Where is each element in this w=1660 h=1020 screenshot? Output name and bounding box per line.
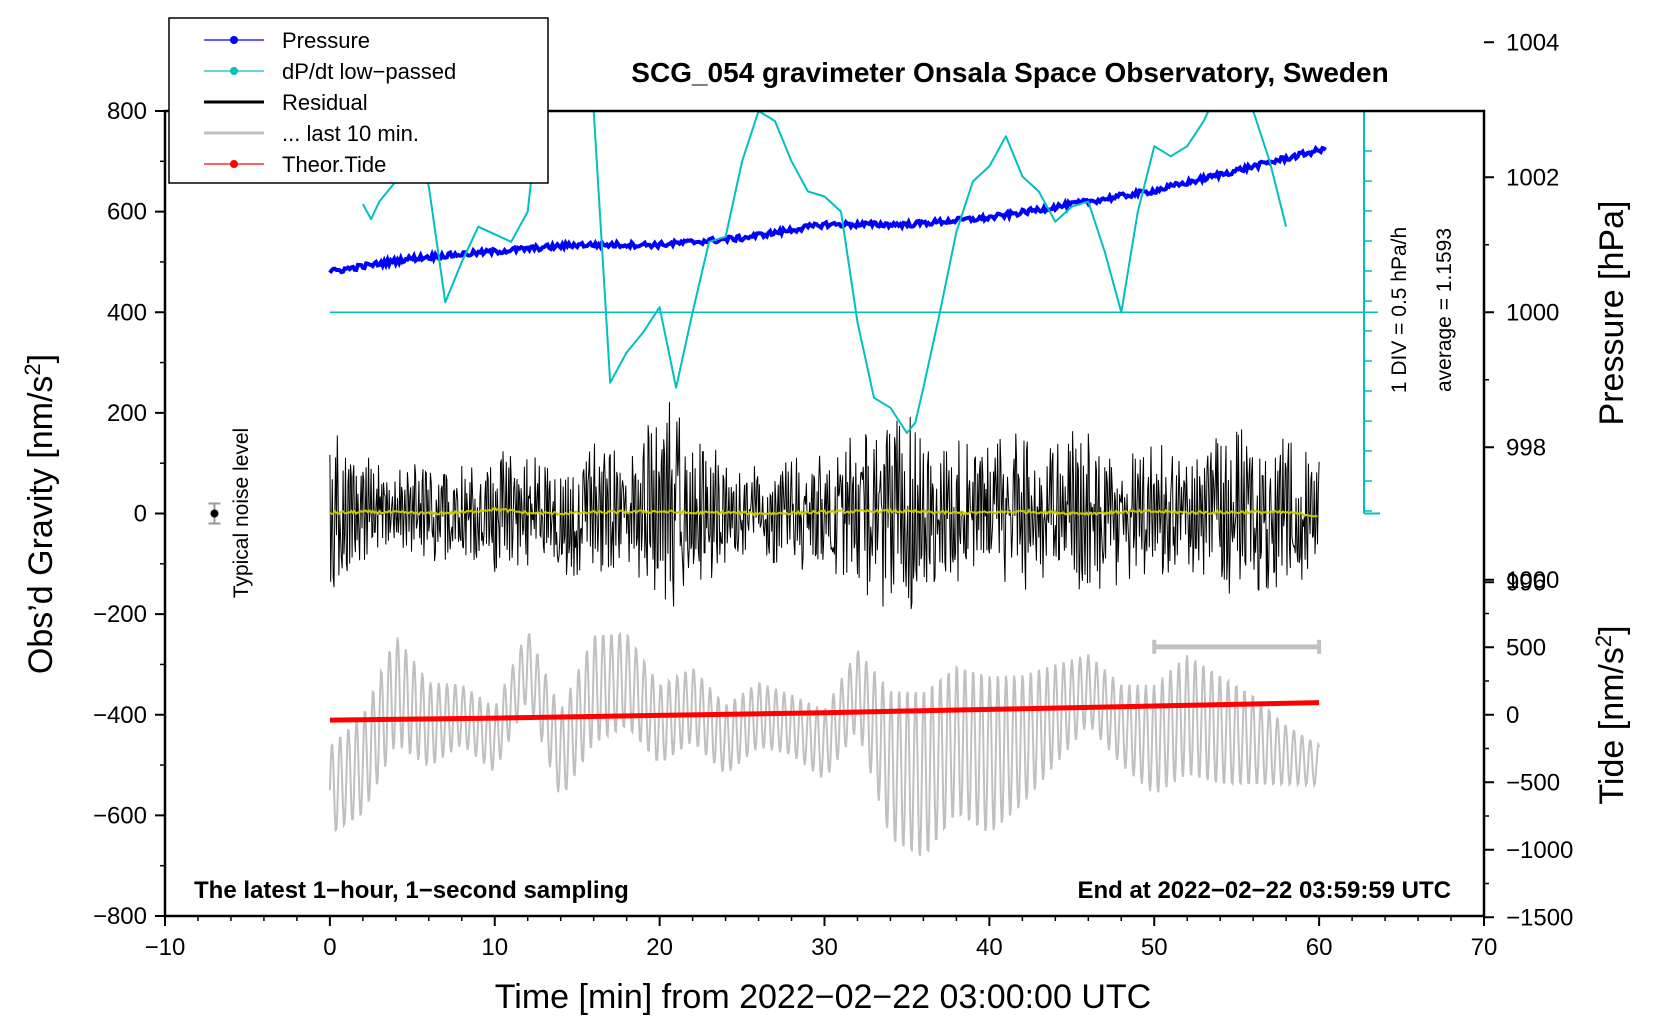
x-tick-label: 0: [323, 934, 336, 961]
x-tick-label: 50: [1141, 934, 1168, 961]
x-tick-label: 70: [1471, 934, 1498, 961]
tide-tick-label: 500: [1506, 634, 1546, 661]
noise-level-marker: [208, 502, 221, 525]
pressure-tick-label: 996: [1506, 569, 1546, 596]
residual-line: [329, 402, 1320, 610]
x-tick-label: 30: [811, 934, 838, 961]
pressure-tick-label: 1002: [1506, 164, 1559, 191]
dpdt-series: [362, 111, 1288, 434]
last-10-min-series: [328, 631, 1321, 857]
y-tick-label: 600: [107, 199, 147, 226]
pressure-line: [328, 144, 1327, 275]
x-tick-label: 40: [976, 934, 1003, 961]
legend-item: ... last 10 min.: [204, 121, 419, 146]
pressure-tick-label: 998: [1506, 434, 1546, 461]
residual-mean-line: [329, 506, 1318, 518]
pressure-tick-label: 1000: [1506, 299, 1559, 326]
dpdt-average-label: average = 1.1593: [1433, 228, 1456, 392]
pressure-series: [328, 144, 1327, 275]
legend-marker: [230, 160, 238, 168]
legend-item: Residual: [204, 90, 368, 115]
x-tick-label: 60: [1306, 934, 1333, 961]
pressure-tick-label: 1004: [1506, 29, 1559, 56]
legend-label: Pressure: [282, 28, 370, 53]
legend-marker: [230, 36, 238, 44]
theor-tide-line: [329, 700, 1320, 723]
bottom-left-note: The latest 1−hour, 1−second sampling: [194, 877, 629, 904]
tide-tick-label: −1500: [1506, 904, 1573, 931]
residual-series: [329, 402, 1320, 610]
legend-label: Residual: [282, 90, 368, 115]
x-axis: −10 0 10 20 30 40 50 60 70: [145, 916, 1498, 961]
y-tick-label: 400: [107, 299, 147, 326]
y-axis-tide: 1000 500 0 −500 −1000 −1500: [1484, 567, 1573, 931]
x-axis-title: Time [min] from 2022−02−22 03:00:00 UTC: [495, 978, 1151, 1016]
tide-tick-label: 0: [1506, 702, 1519, 729]
last-10-min-bar: [1152, 639, 1322, 654]
y-axis-pressure: 1004 1002 1000 998 996: [1484, 29, 1559, 596]
legend-label: ... last 10 min.: [282, 121, 419, 146]
bottom-right-note: End at 2022−02−22 03:59:59 UTC: [1077, 877, 1451, 904]
legend-label: Theor.Tide: [282, 152, 386, 177]
tide-tick-label: −500: [1506, 769, 1560, 796]
legend-item: Theor.Tide: [204, 152, 386, 177]
y-tick-label: −400: [93, 702, 147, 729]
legend-label: dP/dt low−passed: [282, 59, 456, 84]
dpdt-line: [362, 111, 1288, 434]
y-tick-label: −800: [93, 903, 147, 930]
x-tick-label: −10: [145, 934, 186, 961]
dpdt-scale: [329, 111, 1380, 515]
chart-title: SCG_054 gravimeter Onsala Space Observat…: [631, 57, 1388, 88]
residual-mean-path: [329, 506, 1318, 518]
tide-tick-label: 1000: [1506, 567, 1559, 594]
tide-tick-label: −1000: [1506, 837, 1573, 864]
noise-point: [210, 509, 219, 518]
x-tick-label: 20: [646, 934, 673, 961]
last-10-min-line: [328, 631, 1321, 857]
dpdt-scale-label: 1 DIV = 0.5 hPa/h: [1388, 227, 1411, 393]
y-axis-title-gravity: Obs’d Gravity [nm/s2]: [20, 354, 60, 674]
y-axis-title-tide: Tide [nm/s2]: [1591, 625, 1631, 804]
y-axis-gravity: 800 600 400 200 0 −200 −400 −600 −800: [93, 98, 165, 930]
legend: Pressure dP/dt low−passed Residual ... last…: [168, 17, 549, 184]
legend-marker: [230, 67, 238, 75]
theor-tide-series: [329, 700, 1320, 723]
legend-item: dP/dt low−passed: [204, 59, 456, 84]
x-tick-label: 10: [481, 934, 508, 961]
noise-level-label: Typical noise level: [230, 428, 253, 598]
y-tick-label: 200: [107, 400, 147, 427]
y-tick-label: −600: [93, 802, 147, 829]
y-tick-label: −200: [93, 601, 147, 628]
legend-item: Pressure: [204, 28, 370, 53]
y-tick-label: 800: [107, 98, 147, 125]
y-axis-title-pressure: Pressure [hPa]: [1593, 201, 1631, 426]
y-tick-label: 0: [134, 501, 147, 528]
